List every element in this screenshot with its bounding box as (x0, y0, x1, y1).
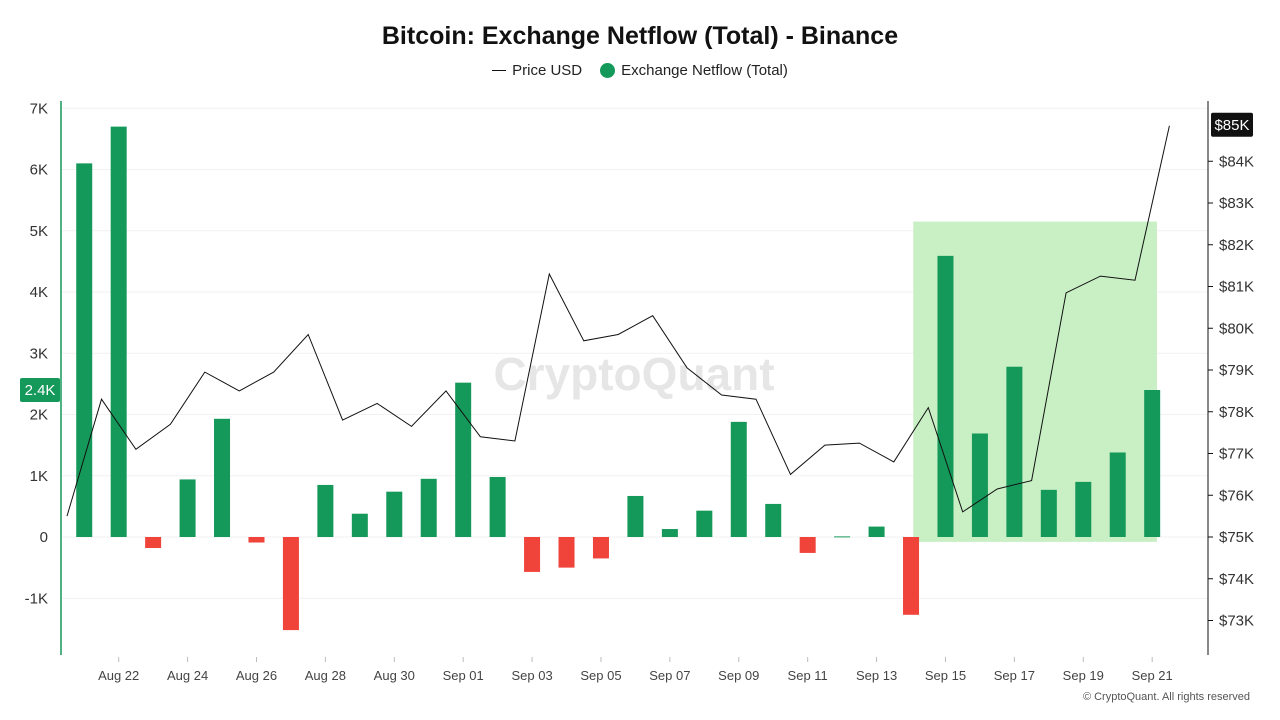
netflow-bar (317, 484, 334, 537)
x-tick-label: Sep 21 (1132, 668, 1173, 683)
y-left-tick-label: 3K (30, 345, 48, 362)
dot-swatch-icon (600, 63, 616, 78)
netflow-bar (351, 513, 368, 537)
y-right-tick-label: $76K (1219, 487, 1254, 504)
netflow-bar (971, 433, 988, 537)
y-right-tick-label: $80K (1219, 320, 1254, 337)
netflow-bar (765, 503, 782, 537)
legend-item-price[interactable]: Price USD (492, 62, 582, 79)
netflow-bar (1075, 481, 1092, 537)
netflow-bar (145, 537, 162, 549)
netflow-bar (834, 536, 851, 538)
chart-legend: Price USD Exchange Netflow (Total) (0, 62, 1280, 79)
netflow-bar (386, 491, 403, 537)
line-swatch-icon (492, 70, 507, 71)
x-tick-label: Aug 22 (98, 668, 139, 683)
y-right-tick-label: $75K (1219, 529, 1254, 546)
x-tick-label: Aug 24 (167, 668, 208, 683)
y-right-tick-label: $73K (1219, 613, 1254, 630)
netflow-bar (420, 478, 437, 537)
chart-title: Bitcoin: Exchange Netflow (Total) - Bina… (381, 22, 899, 50)
netflow-bar (627, 495, 644, 537)
netflow-bar (76, 163, 93, 537)
y-right-tick-label: $77K (1219, 446, 1254, 463)
netflow-bar (1144, 390, 1161, 537)
y-right-tick-label: $83K (1219, 195, 1254, 212)
price-line (66, 125, 1170, 517)
netflow-bar (868, 526, 885, 537)
netflow-bar (1006, 366, 1023, 537)
netflow-bar (214, 418, 231, 537)
netflow-bar (282, 537, 299, 631)
legend-label-netflow: Exchange Netflow (Total) (621, 62, 788, 79)
y-left-tick-label: -1K (25, 590, 48, 607)
netflow-current-badge-label: 2.4K (25, 382, 56, 399)
x-tick-label: Sep 11 (788, 668, 828, 683)
netflow-bar (592, 537, 609, 559)
x-tick-label: Sep 15 (925, 668, 966, 683)
y-left-tick-label: 1K (30, 468, 48, 485)
price-current-badge (1211, 112, 1253, 137)
copyright-text: © CryptoQuant. All rights reserved (1082, 691, 1250, 703)
y-left-tick-label: 4K (30, 284, 48, 301)
watermark-text: CryptoQuant (493, 348, 774, 400)
netflow-bar (110, 126, 127, 537)
netflow-bar (1040, 489, 1057, 537)
netflow-bar (661, 529, 678, 537)
value-badges: 2.4K $85K (20, 112, 1253, 402)
y-right-tick-label: $79K (1219, 362, 1254, 379)
y-left-tick-label: 2K (30, 407, 48, 424)
netflow-bar (799, 537, 816, 553)
netflow-bar (524, 537, 541, 572)
y-left-tick-label: 5K (30, 223, 48, 240)
x-tick-label: Aug 26 (236, 668, 277, 683)
x-tick-label: Sep 09 (718, 668, 759, 683)
netflow-bar (937, 255, 954, 538)
y-right-tick-label: $78K (1219, 404, 1254, 421)
price-current-badge-label: $85K (1214, 117, 1249, 134)
x-tick-label: Sep 13 (856, 668, 897, 683)
netflow-bar (558, 537, 575, 568)
x-tick-label: Sep 01 (443, 668, 484, 683)
legend-item-netflow[interactable]: Exchange Netflow (Total) (600, 62, 788, 79)
netflow-bar (730, 421, 747, 537)
x-tick-label: Aug 30 (374, 668, 415, 683)
x-tick-label: Sep 07 (649, 668, 690, 683)
y-left-tick-label: 7K (30, 100, 48, 117)
netflow-bar (696, 510, 713, 537)
axes (60, 101, 1209, 655)
netflow-bar (455, 382, 472, 537)
x-tick-label: Sep 05 (580, 668, 621, 683)
netflow-bar (489, 476, 506, 537)
netflow-bar (903, 537, 920, 615)
x-tick-label: Sep 19 (1063, 668, 1104, 683)
x-tick-label: Sep 03 (511, 668, 552, 683)
netflow-current-badge (20, 378, 60, 402)
tick-labels: -1K 0 1K 2K 3K 4K 5K 6K 7K $73K $74K $75K $76K $77K $7… (25, 100, 1254, 683)
y-right-tick-label: $81K (1219, 279, 1254, 296)
netflow-bar (179, 479, 196, 537)
y-left-tick-label: 0 (40, 529, 48, 546)
netflow-bar (248, 537, 265, 543)
y-left-tick-label: 6K (30, 162, 48, 179)
netflow-bar (1109, 452, 1126, 537)
x-tick-label: Sep 17 (994, 668, 1035, 683)
legend-label-price: Price USD (512, 62, 583, 79)
y-right-tick-label: $74K (1219, 571, 1254, 588)
x-tick-label: Aug 28 (305, 668, 346, 683)
y-right-tick-label: $84K (1219, 153, 1254, 170)
y-right-tick-label: $82K (1219, 237, 1254, 254)
